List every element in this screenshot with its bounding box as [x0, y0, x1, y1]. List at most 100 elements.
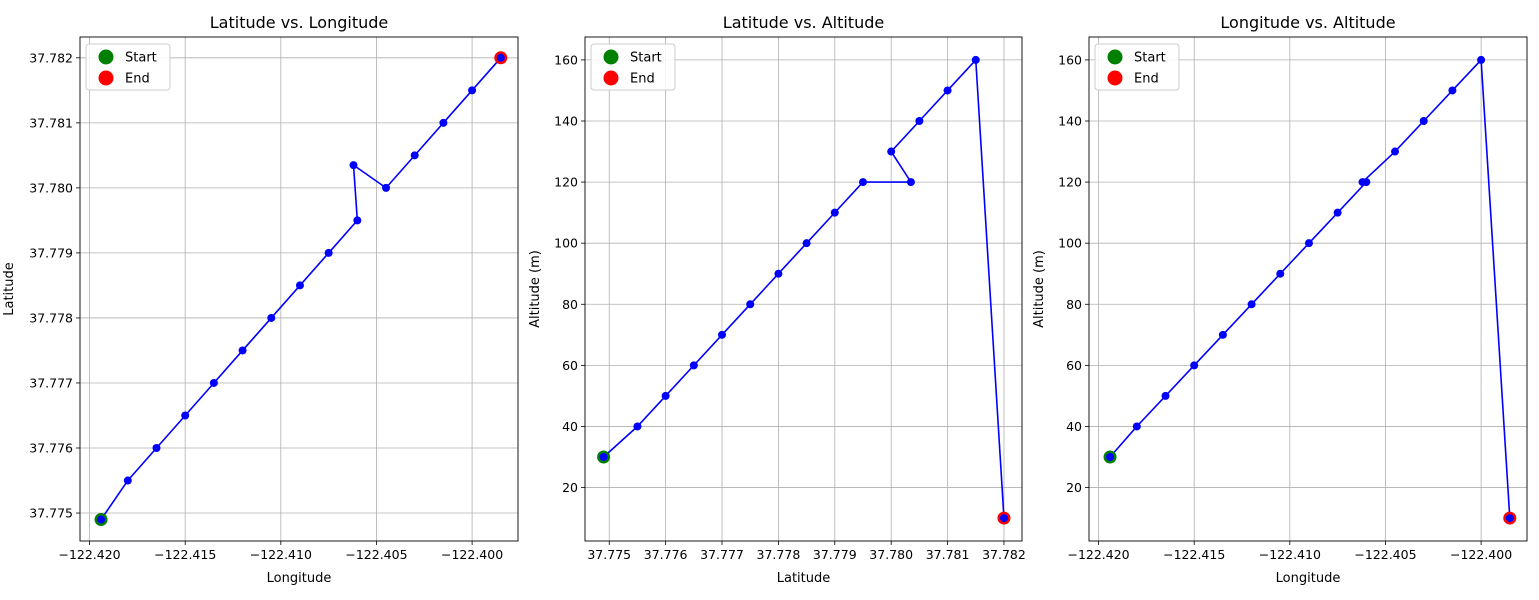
y-tick-label: 20 — [562, 480, 578, 495]
data-point — [1505, 514, 1514, 523]
y-tick-label: 37.777 — [29, 375, 73, 390]
data-point — [496, 53, 505, 62]
data-point — [1106, 453, 1115, 461]
y-axis-label: Altitude (m) — [528, 250, 543, 328]
data-point — [1391, 147, 1400, 156]
data-point — [349, 161, 358, 170]
data-point — [746, 300, 755, 309]
x-tick-label: −122.400 — [1450, 547, 1512, 562]
data-point — [689, 361, 698, 370]
legend-end-label: End — [1134, 72, 1159, 87]
data-point — [1333, 208, 1342, 217]
subplot-1: −122.420 −122.415 −122.410 −122.405 −122.400… — [2, 13, 519, 586]
legend-end-marker — [603, 70, 619, 86]
y-tick-label: 100 — [554, 236, 578, 251]
series-line — [603, 57, 1005, 519]
data-point — [943, 86, 952, 95]
data-point — [410, 151, 419, 160]
x-tick-label: 37.780 — [869, 547, 913, 562]
x-tick-label: −122.420 — [58, 547, 120, 562]
data-point — [97, 515, 106, 524]
y-tick-label: 160 — [1058, 52, 1082, 67]
x-axis-label: Longitude — [1276, 571, 1341, 586]
data-point — [439, 118, 448, 127]
y-axis-label: Latitude — [2, 262, 17, 316]
x-tick-label: 37.776 — [644, 547, 688, 562]
legend-end-label: End — [125, 72, 150, 87]
x-tick-label: −122.410 — [1259, 547, 1321, 562]
data-point — [830, 208, 839, 217]
data-point — [802, 239, 811, 248]
data-point — [1448, 86, 1457, 95]
data-point — [887, 147, 896, 156]
chart-title: Latitude vs. Altitude — [723, 13, 884, 32]
legend-start-marker — [603, 49, 619, 65]
x-axis-label: Longitude — [267, 571, 332, 586]
y-tick-label: 60 — [562, 358, 578, 373]
data-point — [999, 514, 1008, 523]
series-line — [100, 57, 502, 520]
legend-start-label: Start — [125, 51, 157, 66]
data-point — [858, 178, 867, 187]
data-point — [971, 55, 980, 64]
data-point — [382, 183, 391, 192]
data-point — [1161, 391, 1170, 400]
data-point — [238, 346, 247, 355]
legend: Start End — [590, 43, 676, 91]
y-axis-label: Altitude (m) — [1032, 250, 1047, 328]
y-tick-label: 37.782 — [29, 50, 73, 65]
series-line — [1109, 58, 1511, 519]
data-point — [353, 216, 362, 225]
data-point — [1190, 361, 1199, 370]
x-tick-label: −122.405 — [1354, 547, 1416, 562]
legend-start-label: Start — [630, 51, 662, 66]
data-point — [295, 281, 304, 290]
y-tick-label: 40 — [562, 419, 578, 434]
legend-end-marker — [1107, 70, 1123, 86]
data-point — [324, 248, 333, 257]
data-point — [1304, 239, 1313, 248]
data-point — [915, 117, 924, 125]
y-tick-label: 37.775 — [29, 506, 73, 521]
chart-title: Latitude vs. Longitude — [210, 13, 389, 32]
data-point — [209, 378, 218, 387]
data-point — [661, 391, 670, 400]
legend: Start End — [1094, 43, 1180, 91]
x-tick-label: 37.779 — [813, 547, 857, 562]
data-point — [267, 313, 276, 322]
x-tick-label: 37.781 — [926, 547, 970, 562]
x-tick-label: −122.420 — [1067, 547, 1129, 562]
y-tick-label: 40 — [1066, 419, 1082, 434]
data-point — [1218, 330, 1227, 339]
y-tick-label: 37.781 — [29, 115, 73, 130]
data-point — [468, 86, 477, 95]
x-tick-label: −122.415 — [154, 547, 216, 562]
data-point — [1276, 269, 1285, 278]
x-axis-label: Latitude — [777, 571, 831, 586]
axes-frame — [79, 36, 519, 542]
y-tick-label: 100 — [1058, 236, 1082, 251]
chart-title: Longitude vs. Altitude — [1220, 13, 1395, 32]
y-tick-label: 37.776 — [29, 441, 73, 456]
y-tick-label: 160 — [554, 52, 578, 67]
x-tick-label: 37.775 — [587, 547, 631, 562]
x-tick-label: −122.400 — [441, 547, 503, 562]
y-tick-label: 120 — [554, 175, 578, 190]
x-tick-label: −122.415 — [1163, 547, 1225, 562]
y-tick-label: 80 — [562, 297, 578, 312]
data-point — [718, 330, 727, 339]
data-point — [599, 453, 608, 461]
data-point — [181, 411, 190, 420]
y-tick-label: 120 — [1058, 175, 1082, 190]
legend-start-label: Start — [1134, 51, 1166, 66]
x-tick-label: 37.782 — [982, 547, 1026, 562]
legend-start-marker — [1107, 49, 1123, 65]
y-tick-label: 140 — [554, 114, 578, 129]
data-point — [906, 178, 915, 187]
axes-frame — [584, 36, 1023, 542]
legend: Start End — [85, 43, 171, 91]
data-point — [1419, 117, 1428, 125]
legend-start-marker — [98, 49, 114, 65]
data-point — [633, 422, 642, 431]
